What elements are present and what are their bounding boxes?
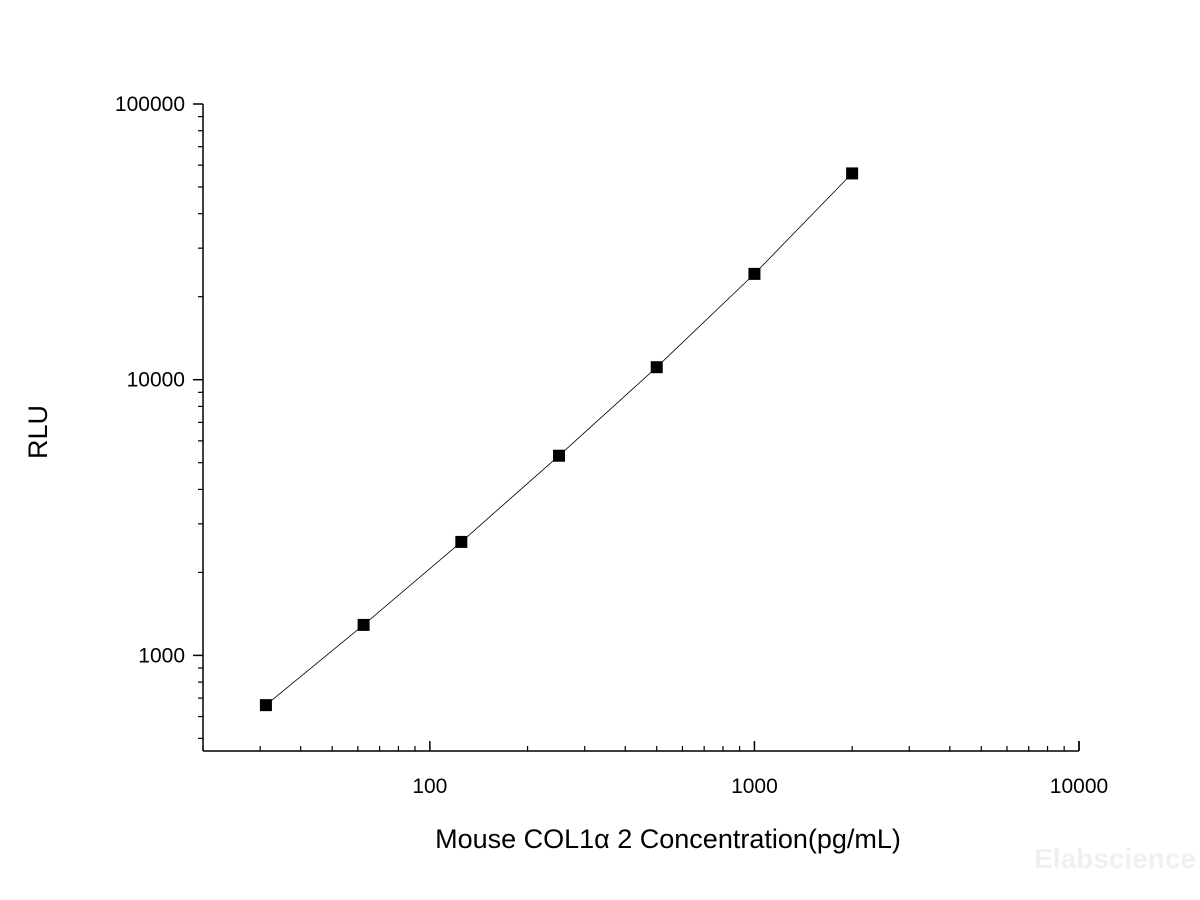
data-point-marker xyxy=(650,361,663,374)
x-ticks: 100 1000 10000 xyxy=(202,741,1108,798)
series-group xyxy=(259,167,859,712)
series-line xyxy=(265,173,853,706)
y-axis-title: RLU xyxy=(23,405,53,459)
data-point-marker xyxy=(846,167,859,180)
y-tick-label: 1000 xyxy=(138,644,185,667)
x-tick-label: 1000 xyxy=(731,775,778,798)
data-point-marker xyxy=(455,535,468,548)
data-point-marker xyxy=(357,618,370,631)
y-tick-label: 100000 xyxy=(115,93,185,116)
x-tick-label: 100 xyxy=(412,775,447,798)
watermark: Elabscience xyxy=(1034,843,1196,874)
x-tick-label: 10000 xyxy=(1050,775,1108,798)
plot-area: 100 1000 10000 1000 10000 100000 xyxy=(115,93,1108,798)
data-point-marker xyxy=(259,699,272,712)
data-point-marker xyxy=(748,267,761,280)
y-tick-label: 10000 xyxy=(127,369,185,392)
data-point-marker xyxy=(553,449,566,462)
y-ticks: 1000 10000 100000 xyxy=(115,93,203,739)
x-axis-title: Mouse COL1α 2 Concentration(pg/mL) xyxy=(435,824,901,854)
